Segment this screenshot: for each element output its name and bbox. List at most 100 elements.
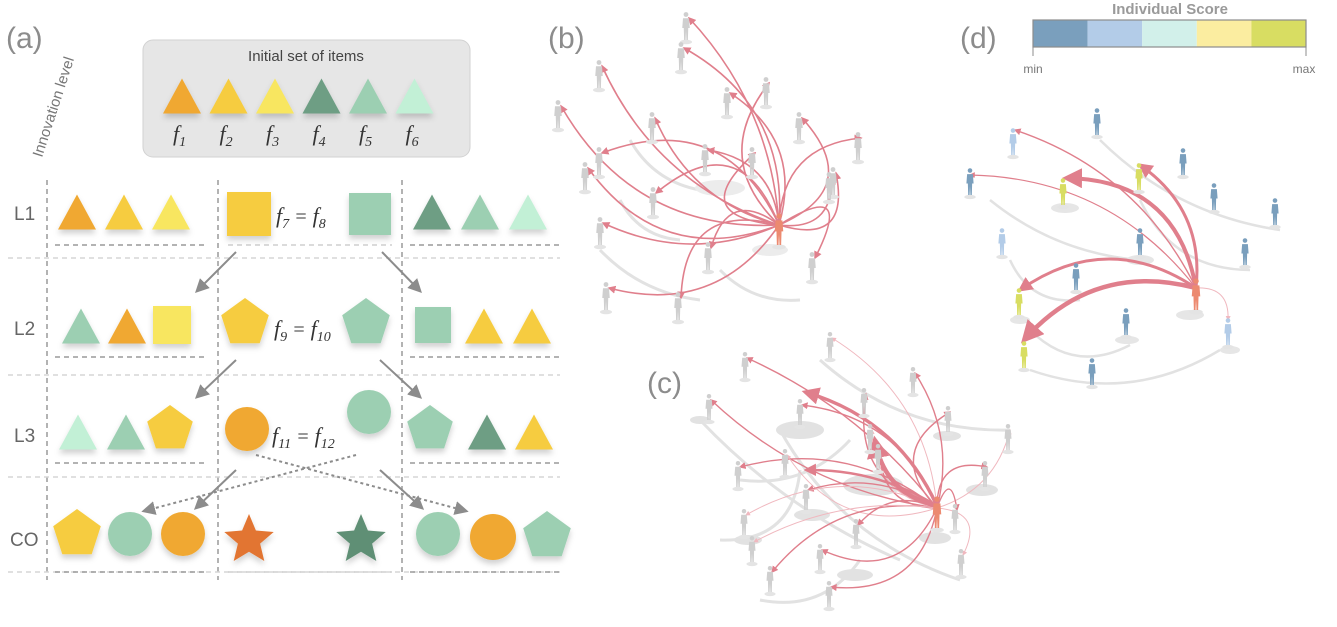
initial-set-title: Initial set of items <box>248 48 364 65</box>
ground-shadow <box>1269 224 1281 230</box>
influence-edge <box>778 134 863 226</box>
influence-edge <box>831 337 938 509</box>
person-icon <box>944 405 952 432</box>
person-icon <box>704 242 712 270</box>
innovation-level-axis-title: Innovation level <box>30 55 78 159</box>
triangle-item-shape <box>209 78 248 114</box>
ground-shadow <box>793 139 805 145</box>
person-icon <box>762 77 770 105</box>
triangle-shape <box>59 414 97 450</box>
person-icon <box>1224 318 1232 345</box>
equation-l1: f7 = f8 <box>276 203 326 232</box>
panel-a-label: (a) <box>6 22 43 55</box>
ground-shadow <box>794 509 830 521</box>
ground-shadow <box>858 413 870 419</box>
influence-edge <box>936 488 960 512</box>
influence-edges <box>709 337 1012 592</box>
person-icon <box>677 42 685 70</box>
ground-shadow <box>776 421 824 439</box>
ground-shadow <box>996 254 1008 260</box>
network-c <box>690 331 1014 612</box>
triangle-shape <box>515 414 553 450</box>
influence-edge <box>741 81 780 226</box>
score-scale-max: max <box>1293 62 1316 76</box>
circle-shape <box>470 514 516 560</box>
ground-shadow <box>1177 174 1189 180</box>
ground-shadow <box>764 591 776 597</box>
ground-shadow <box>1222 344 1234 350</box>
ground-shadow <box>814 569 826 575</box>
ground-shadow <box>942 431 954 437</box>
square-shape <box>153 306 191 344</box>
person-icon <box>825 580 833 607</box>
influence-edge <box>936 507 971 556</box>
faint-link <box>718 268 801 302</box>
level-shapes <box>53 192 571 561</box>
person-icon <box>1241 238 1249 265</box>
ground-shadow <box>721 114 733 120</box>
panel-c-label: (c) <box>647 367 682 400</box>
triangle-shape <box>108 308 146 344</box>
square-shape <box>415 307 451 343</box>
panel-b: (b) <box>548 12 864 325</box>
ground-shadow <box>760 104 772 110</box>
ground-shadow <box>675 69 687 75</box>
ground-shadow <box>864 449 876 455</box>
score-scale-frame <box>1032 19 1307 48</box>
strong-influence-edge <box>803 463 938 508</box>
triangle-shape <box>152 194 190 230</box>
ground-shadow <box>930 527 944 533</box>
network-b <box>552 12 864 325</box>
faint-link <box>1099 139 1281 232</box>
level-label-l1: L1 <box>14 204 35 225</box>
influence-edge <box>912 411 952 509</box>
faint-link <box>989 199 1141 262</box>
ground-shadow <box>1208 209 1220 215</box>
person-icon <box>705 393 713 420</box>
ground-shadow <box>594 244 606 250</box>
person-icon <box>966 168 974 195</box>
person-icon <box>766 565 774 592</box>
person-icon <box>854 132 862 160</box>
triangle-item-shape <box>302 78 341 114</box>
pentagon-shape <box>53 509 101 555</box>
influence-edge <box>968 172 1197 289</box>
ground-shadow <box>772 244 786 250</box>
triangle-shape <box>105 194 143 230</box>
square-shape <box>349 193 391 235</box>
panel-d-label: (d) <box>960 22 997 55</box>
influence-edge <box>786 454 938 517</box>
influence-edge <box>587 166 780 240</box>
panel-c: (c) <box>647 331 1014 612</box>
level-arrows <box>141 251 469 515</box>
triangle-shape <box>468 414 506 450</box>
ground-shadow <box>1070 289 1082 295</box>
ground-shadow <box>794 424 806 430</box>
ground-shadow <box>699 171 711 177</box>
triangle-shape <box>513 308 551 344</box>
person-icon <box>734 460 742 487</box>
influence-edge <box>753 504 938 543</box>
influence-edge <box>728 92 786 226</box>
person-icon <box>1093 108 1101 135</box>
ground-shadow <box>1091 134 1103 140</box>
triangle-shape <box>107 414 145 450</box>
person-icon <box>682 12 690 40</box>
score-scale-segment <box>1033 20 1088 47</box>
person-icon <box>1136 228 1144 255</box>
circle-shape <box>416 512 460 556</box>
ground-shadow <box>703 419 715 425</box>
ground-shadow <box>738 534 750 540</box>
equation-l3: f11 = f12 <box>272 423 335 452</box>
panel-a: (a) Innovation level Initial set of item… <box>6 22 571 580</box>
ground-shadow <box>593 87 605 93</box>
level-label-l2: L2 <box>14 319 35 340</box>
panel-b-label: (b) <box>548 22 585 55</box>
score-scale-segment <box>1087 20 1143 47</box>
influence-edge <box>936 429 1012 509</box>
faint-link <box>1029 348 1221 385</box>
ground-shadow <box>593 174 605 180</box>
score-scale-segment <box>1251 20 1306 47</box>
ground-shadow <box>1013 314 1025 320</box>
influence-edge <box>706 147 780 226</box>
